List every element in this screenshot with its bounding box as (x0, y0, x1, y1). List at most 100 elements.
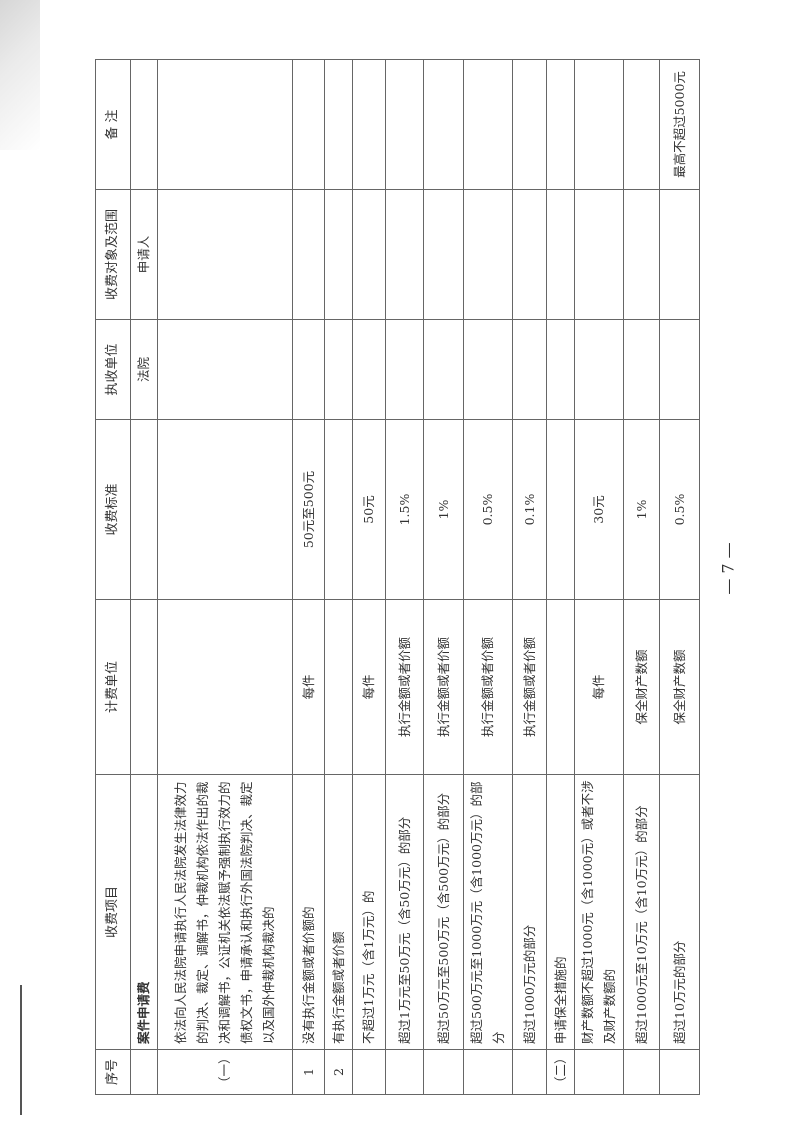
table-body: 案件申请费 法院 申请人 （一） 依法向人民法院申请执行人民法院发生法律效力的判决、裁定… (130, 59, 700, 1095)
cell-billing-unit (157, 599, 293, 775)
cell-serial (385, 1049, 424, 1095)
cell-billing-unit: 每件 (574, 599, 624, 775)
cell-fee-standard: 1% (423, 419, 464, 600)
table-row: 2 有执行金额或者价额 (324, 59, 353, 1095)
header-remarks: 备 注 (95, 59, 131, 190)
cell-collecting-unit (324, 319, 353, 420)
cell-fee-item: 超过50万元至500万元（含500万元）的部分 (423, 774, 464, 1050)
cell-collecting-unit (423, 319, 464, 420)
cell-serial (659, 1049, 700, 1095)
cell-fee-standard: 0.5% (659, 419, 700, 600)
table-row: 财产数额不超过1000元（含1000元）或者不涉及财产数额的 每件 30元 (574, 59, 624, 1095)
cell-fee-standard (546, 419, 575, 600)
cell-remarks (546, 59, 575, 190)
cell-payer-scope (659, 189, 700, 320)
cell-collecting-unit (512, 319, 547, 420)
cell-fee-item: 案件申请费 (130, 774, 158, 1050)
cell-payer-scope: 申请人 (130, 189, 158, 320)
cell-payer-scope (385, 189, 424, 320)
cell-payer-scope (292, 189, 325, 320)
cell-remarks (352, 59, 386, 190)
cell-payer-scope (352, 189, 386, 320)
cell-collecting-unit (292, 319, 325, 420)
cell-fee-standard: 1% (623, 419, 660, 600)
cell-billing-unit: 执行金额或者价额 (385, 599, 424, 775)
cell-remarks (292, 59, 325, 190)
cell-fee-standard: 0.5% (463, 419, 513, 600)
table-row: 超过1万元至50万元（含50万元）的部分 执行金额或者价额 1.5% (385, 59, 424, 1095)
fee-table: 序号 收费项目 计费单位 收费标准 执收单位 收费对象及范围 备 注 案件申请费… (95, 59, 700, 1095)
cell-serial (352, 1049, 386, 1095)
cell-serial: 1 (292, 1049, 325, 1095)
cell-collecting-unit (157, 319, 293, 420)
cell-billing-unit (546, 599, 575, 775)
cell-fee-item: 超过1000元至10万元（含10万元）的部分 (623, 774, 660, 1050)
table-header-row: 序号 收费项目 计费单位 收费标准 执收单位 收费对象及范围 备 注 (95, 59, 131, 1095)
cell-fee-item: 超过500万元至1000万元（含1000万元）的部分 (463, 774, 513, 1050)
cell-fee-item: 财产数额不超过1000元（含1000元）或者不涉及财产数额的 (574, 774, 624, 1050)
cell-serial (512, 1049, 547, 1095)
cell-remarks: 最高不超过5000元 (659, 59, 700, 190)
scan-edge-shadow (0, 0, 40, 150)
cell-billing-unit: 保全财产数额 (659, 599, 700, 775)
cell-fee-standard: 50元至500元 (292, 419, 325, 600)
cell-payer-scope (423, 189, 464, 320)
cell-billing-unit: 每件 (292, 599, 325, 775)
table-row: 超过10万元的部分 保全财产数额 0.5% 最高不超过5000元 (659, 59, 700, 1095)
cell-fee-standard (130, 419, 158, 600)
cell-remarks (463, 59, 513, 190)
cell-fee-standard: 30元 (574, 419, 624, 600)
cell-billing-unit: 执行金额或者价额 (512, 599, 547, 775)
cell-remarks (324, 59, 353, 190)
cell-serial (463, 1049, 513, 1095)
cell-remarks (423, 59, 464, 190)
page-number: — 7 — (708, 528, 748, 608)
table-row: 超过1000万元的部分 执行金额或者价额 0.1% (512, 59, 547, 1095)
cell-billing-unit (324, 599, 353, 775)
table-row: （二） 申请保全措施的 (546, 59, 575, 1095)
cell-payer-scope (546, 189, 575, 320)
cell-serial (423, 1049, 464, 1095)
cell-payer-scope (623, 189, 660, 320)
cell-billing-unit (130, 599, 158, 775)
page-number-text: — 7 — (718, 541, 738, 595)
cell-fee-item: 超过1000万元的部分 (512, 774, 547, 1050)
cell-payer-scope (324, 189, 353, 320)
cell-billing-unit: 每件 (352, 599, 386, 775)
header-payer-scope: 收费对象及范围 (95, 189, 131, 320)
cell-remarks (574, 59, 624, 190)
binding-line (20, 985, 22, 1115)
cell-serial (574, 1049, 624, 1095)
cell-collecting-unit (546, 319, 575, 420)
cell-fee-standard (324, 419, 353, 600)
header-billing-unit: 计费单位 (95, 599, 131, 775)
header-collecting-unit: 执收单位 (95, 319, 131, 420)
cell-payer-scope (512, 189, 547, 320)
cell-fee-item: 超过10万元的部分 (659, 774, 700, 1050)
cell-payer-scope (157, 189, 293, 320)
cell-payer-scope (463, 189, 513, 320)
cell-fee-item: 不超过1万元（含1万元）的 (352, 774, 386, 1050)
table-row: （一） 依法向人民法院申请执行人民法院发生法律效力的判决、裁定、调解书，仲裁机构依… (157, 59, 293, 1095)
cell-billing-unit: 保全财产数额 (623, 599, 660, 775)
cell-fee-item: 有执行金额或者价额 (324, 774, 353, 1050)
cell-fee-standard: 1.5% (385, 419, 424, 600)
header-serial: 序号 (95, 1049, 131, 1095)
cell-remarks (157, 59, 293, 190)
cell-fee-item: 申请保全措施的 (546, 774, 575, 1050)
cell-remarks (623, 59, 660, 190)
cell-collecting-unit: 法院 (130, 319, 158, 420)
cell-serial (623, 1049, 660, 1095)
cell-collecting-unit (574, 319, 624, 420)
cell-collecting-unit (352, 319, 386, 420)
cell-collecting-unit (659, 319, 700, 420)
cell-billing-unit: 执行金额或者价额 (463, 599, 513, 775)
cell-remarks (385, 59, 424, 190)
cell-fee-item: 超过1万元至50万元（含50万元）的部分 (385, 774, 424, 1050)
table-row: 案件申请费 法院 申请人 (130, 59, 158, 1095)
cell-fee-standard: 50元 (352, 419, 386, 600)
cell-payer-scope (574, 189, 624, 320)
cell-collecting-unit (463, 319, 513, 420)
table-row: 不超过1万元（含1万元）的 每件 50元 (352, 59, 386, 1095)
cell-fee-item: 依法向人民法院申请执行人民法院发生法律效力的判决、裁定、调解书，仲裁机构依法作出… (157, 774, 293, 1050)
